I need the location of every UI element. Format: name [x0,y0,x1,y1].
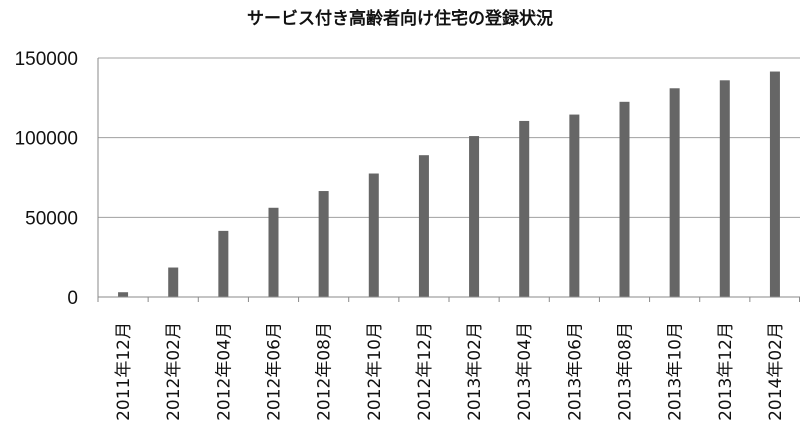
x-tick-label: 2012年06月 [265,322,285,421]
bar [268,207,279,297]
x-tick-label: 2013年06月 [565,322,585,421]
bar [469,136,480,297]
x-tick-label: 2012年04月 [214,322,234,421]
bar [619,101,630,297]
bar [118,292,129,297]
bar [368,173,379,297]
y-tick-label: 0 [67,288,78,309]
bar [669,88,680,297]
bar [519,120,530,297]
x-tick-label: 2012年02月 [164,322,184,421]
x-axis-tick-labels: 2011年12月 2012年02月 2012年04月 2012年06月 2012年08月… [114,322,786,421]
x-tick-label: 2012年12月 [415,322,435,421]
bar [318,191,329,297]
x-tick-label: 2013年04月 [515,322,535,421]
bar [168,267,179,297]
x-tick-label: 2014年02月 [766,322,786,421]
x-tick-label: 2011年12月 [114,322,134,421]
y-tick-label: 100000 [15,129,78,150]
x-tick-label: 2013年12月 [716,322,736,421]
x-tick-label: 2012年10月 [365,322,385,421]
x-tick-label: 2013年02月 [465,322,485,421]
bar [719,80,730,297]
y-axis-tick-labels: 0 50000 100000 150000 [15,49,78,309]
y-tick-label: 50000 [25,208,78,229]
bar [769,71,780,297]
gridlines [98,57,800,218]
x-tick-label: 2013年08月 [616,322,636,421]
y-tick-label: 150000 [15,49,78,70]
bar [418,155,429,297]
bar [218,230,229,297]
x-tick-label: 2012年08月 [315,322,335,421]
axes [97,58,800,302]
x-tick-label: 2013年10月 [666,322,686,421]
bar [569,114,580,298]
chart-title: サービス付き高齢者向け住宅の登録状況 [247,9,553,29]
bars [118,71,780,298]
